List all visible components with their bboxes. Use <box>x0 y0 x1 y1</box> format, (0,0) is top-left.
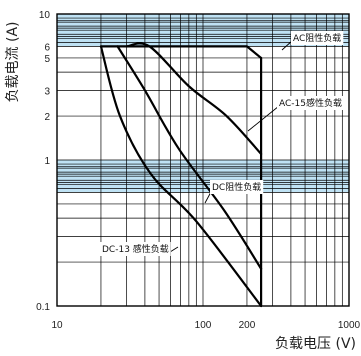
series-label-3: DC-13 感性负载 <box>102 243 169 255</box>
y-tick-label: 10 <box>39 10 51 21</box>
series-label-bg <box>277 96 344 110</box>
x-tick-label: 200 <box>239 320 256 331</box>
y-tick-label: 6 <box>44 42 50 53</box>
series-label-bg <box>100 242 171 256</box>
x-tick-label: 10 <box>51 320 63 331</box>
y-tick-label: 2 <box>44 112 50 123</box>
y-axis-title: 负载电流 (A) <box>5 22 21 103</box>
series-curve-1 <box>125 42 263 156</box>
series-curve-3 <box>99 45 263 308</box>
x-tick-label: 100 <box>195 320 212 331</box>
series-annotations: AC阻性负载 AC-15感性负载 DC阻性负载 DC-13 感性负载 <box>100 31 344 256</box>
gridlines <box>57 14 349 306</box>
x-tick-labels: 10 100 200 1000 <box>51 320 360 331</box>
annotation-leader <box>169 246 179 253</box>
annotation-leader <box>247 105 280 132</box>
series-label-1: AC-15感性负载 <box>279 97 342 109</box>
series-curve-2 <box>116 45 263 270</box>
series-label-0: AC阻性负载 <box>293 32 341 44</box>
y-tick-label: 3 <box>44 86 50 97</box>
series-label-bg <box>291 31 344 45</box>
y-tick-label: 5 <box>44 54 50 65</box>
y-tick-label: 0.1 <box>36 302 50 313</box>
series-label-bg <box>210 180 264 194</box>
x-axis-title: 负载电压 (V) <box>275 336 356 352</box>
y-tick-labels: 0.1 1 2 3 56 10 <box>36 10 50 313</box>
x-tick-label: 1000 <box>338 320 361 331</box>
y-tick-label: 1 <box>44 156 50 167</box>
plot-frame <box>56 13 350 307</box>
series-label-2: DC阻性负载 <box>212 181 261 193</box>
